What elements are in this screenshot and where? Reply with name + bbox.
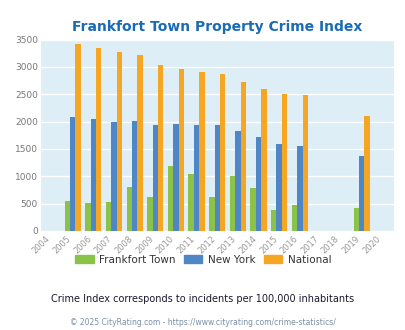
Bar (281, 94, 286, 231)
Bar (358, 156, 364, 231)
Bar (214, 125, 220, 231)
Bar (234, 131, 240, 231)
Bar (106, 202, 111, 231)
Legend: Frankfort Town, New York, National: Frankfort Town, New York, National (70, 250, 335, 269)
Bar (364, 115, 369, 231)
Bar (126, 187, 132, 231)
Bar (64, 201, 70, 231)
Bar (250, 188, 255, 231)
Bar (96, 49, 101, 231)
Bar (111, 122, 116, 231)
Bar (75, 44, 81, 231)
Bar (116, 52, 121, 231)
Bar (276, 144, 281, 231)
Text: Crime Index corresponds to incidents per 100,000 inhabitants: Crime Index corresponds to incidents per… (51, 294, 354, 304)
Bar (173, 124, 178, 231)
Bar (255, 138, 260, 231)
Bar (85, 203, 90, 231)
Bar (194, 125, 199, 231)
Title: Frankfort Town Property Crime Index: Frankfort Town Property Crime Index (72, 20, 362, 34)
Bar (220, 74, 225, 231)
Bar (291, 205, 296, 231)
Bar (132, 120, 137, 231)
Bar (158, 65, 163, 231)
Bar (147, 197, 152, 231)
Bar (302, 95, 307, 231)
Bar (178, 69, 183, 231)
Bar (229, 176, 234, 231)
Bar (152, 125, 158, 231)
Bar (240, 82, 245, 231)
Bar (209, 197, 214, 231)
Bar (90, 119, 96, 231)
Bar (199, 72, 204, 231)
Bar (70, 117, 75, 231)
Bar (353, 208, 358, 231)
Bar (296, 146, 302, 231)
Bar (271, 210, 276, 231)
Bar (167, 166, 173, 231)
Bar (137, 55, 142, 231)
Bar (188, 174, 194, 231)
Text: © 2025 CityRating.com - https://www.cityrating.com/crime-statistics/: © 2025 CityRating.com - https://www.city… (70, 318, 335, 327)
Bar (260, 89, 266, 231)
